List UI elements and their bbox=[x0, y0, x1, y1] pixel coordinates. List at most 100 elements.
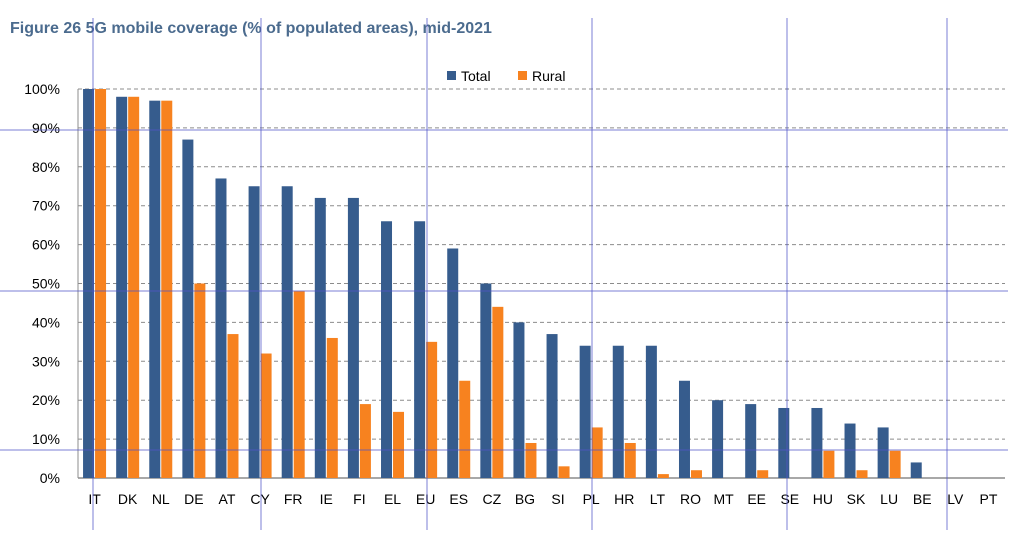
bar-rural-nl bbox=[161, 100, 173, 479]
legend: Total Rural bbox=[447, 68, 565, 84]
bar-total-lu bbox=[877, 427, 889, 478]
bar-rural-de bbox=[194, 283, 206, 478]
y-tick-label: 10% bbox=[32, 431, 60, 447]
x-tick-label: MT bbox=[713, 491, 734, 507]
x-tick-label: PT bbox=[980, 491, 998, 507]
y-tick-label: 80% bbox=[32, 159, 60, 175]
x-tick-label: CY bbox=[250, 491, 270, 507]
y-tick-label: 0% bbox=[40, 470, 60, 486]
bar-total-pl bbox=[579, 345, 591, 478]
bar-total-it bbox=[83, 89, 95, 478]
x-tick-label: FR bbox=[284, 491, 303, 507]
bar-rural-dk bbox=[128, 96, 140, 478]
bar-rural-it bbox=[95, 89, 107, 478]
x-tick-label: SI bbox=[551, 491, 564, 507]
y-tick-label: 60% bbox=[32, 237, 60, 253]
bar-total-bg bbox=[513, 322, 525, 478]
y-tick-label: 100% bbox=[24, 81, 60, 97]
legend-swatch-rural bbox=[518, 71, 527, 80]
x-tick-label: AT bbox=[219, 491, 236, 507]
bar-rural-hu bbox=[823, 450, 835, 478]
bar-total-el bbox=[381, 221, 393, 478]
bar-total-dk bbox=[116, 96, 128, 478]
bar-total-cz bbox=[480, 283, 492, 478]
bar-total-sk bbox=[844, 423, 856, 478]
x-tick-label: HU bbox=[813, 491, 833, 507]
bar-total-si bbox=[546, 334, 558, 478]
bar-rural-es bbox=[459, 380, 471, 478]
bar-total-ee bbox=[745, 404, 757, 478]
x-axis: IT DK NL DE AT CY FR IE FI EL EU ES CZ BG SI PL HR LT RO MT… bbox=[88, 491, 998, 507]
x-tick-label: ES bbox=[449, 491, 468, 507]
overlay-grid bbox=[0, 18, 1008, 530]
y-tick-label: 40% bbox=[32, 314, 60, 330]
x-tick-label: FI bbox=[353, 491, 365, 507]
y-axis: 0% 10% 20% 30% 40% 50% 60% 70% 80% 90% 100% bbox=[24, 81, 1005, 486]
y-tick-label: 50% bbox=[32, 276, 60, 292]
bar-rural-cz bbox=[492, 306, 504, 478]
legend-label-total: Total bbox=[461, 68, 491, 84]
x-tick-label: SK bbox=[847, 491, 866, 507]
x-tick-label: SE bbox=[780, 491, 799, 507]
bar-rural-eu bbox=[426, 341, 438, 478]
bar-total-de bbox=[182, 139, 194, 478]
bar-rural-sk bbox=[856, 470, 868, 478]
bar-total-se bbox=[778, 407, 790, 478]
x-tick-label: HR bbox=[614, 491, 634, 507]
bar-total-ie bbox=[314, 197, 326, 479]
x-tick-label: DK bbox=[118, 491, 138, 507]
x-tick-label: BG bbox=[515, 491, 535, 507]
chart-title: Figure 26 5G mobile coverage (% of popul… bbox=[10, 20, 492, 37]
x-tick-label: LU bbox=[880, 491, 898, 507]
y-tick-label: 90% bbox=[32, 120, 60, 136]
bar-rural-hr bbox=[624, 442, 636, 478]
legend-label-rural: Rural bbox=[532, 68, 565, 84]
bar-rural-fr bbox=[293, 291, 305, 478]
bar-total-mt bbox=[712, 400, 724, 478]
bar-rural-cy bbox=[260, 353, 272, 478]
bar-rural-lu bbox=[889, 450, 901, 478]
x-tick-label: EE bbox=[747, 491, 766, 507]
x-tick-label: RO bbox=[680, 491, 701, 507]
x-tick-label: LV bbox=[947, 491, 964, 507]
bar-rural-lt bbox=[657, 474, 669, 478]
x-tick-label: BE bbox=[913, 491, 932, 507]
bar-total-hr bbox=[612, 345, 624, 478]
y-tick-label: 20% bbox=[32, 392, 60, 408]
legend-swatch-total bbox=[447, 71, 456, 80]
x-tick-label: IT bbox=[88, 491, 101, 507]
bar-total-fi bbox=[347, 197, 359, 479]
bar-total-cy bbox=[248, 186, 260, 478]
bar-rural-ro bbox=[690, 470, 702, 478]
x-tick-label: PL bbox=[583, 491, 600, 507]
bar-rural-el bbox=[393, 411, 405, 478]
bar-total-eu bbox=[414, 221, 426, 478]
y-tick-label: 70% bbox=[32, 198, 60, 214]
bar-rural-si bbox=[558, 466, 570, 478]
bar-rural-bg bbox=[525, 442, 537, 478]
x-tick-label: EU bbox=[416, 491, 435, 507]
bar-total-ro bbox=[678, 380, 690, 478]
bar-rural-fi bbox=[359, 404, 371, 478]
bar-rural-ee bbox=[757, 470, 769, 478]
bar-rural-ie bbox=[326, 337, 338, 478]
y-tick-label: 30% bbox=[32, 353, 60, 369]
x-tick-label: IE bbox=[320, 491, 333, 507]
bars bbox=[83, 89, 922, 479]
bar-total-es bbox=[447, 248, 459, 478]
x-tick-label: EL bbox=[384, 491, 401, 507]
bar-total-hu bbox=[811, 407, 823, 478]
x-tick-label: NL bbox=[152, 491, 170, 507]
bar-total-be bbox=[910, 462, 922, 478]
x-tick-label: CZ bbox=[483, 491, 502, 507]
bar-rural-pl bbox=[591, 427, 603, 478]
x-tick-label: LT bbox=[650, 491, 666, 507]
bar-total-lt bbox=[645, 345, 657, 478]
gridlines bbox=[78, 88, 1005, 440]
bar-total-at bbox=[215, 178, 227, 478]
bar-total-nl bbox=[149, 100, 161, 479]
x-tick-label: DE bbox=[184, 491, 203, 507]
bar-total-fr bbox=[281, 186, 293, 478]
bar-rural-at bbox=[227, 334, 239, 478]
